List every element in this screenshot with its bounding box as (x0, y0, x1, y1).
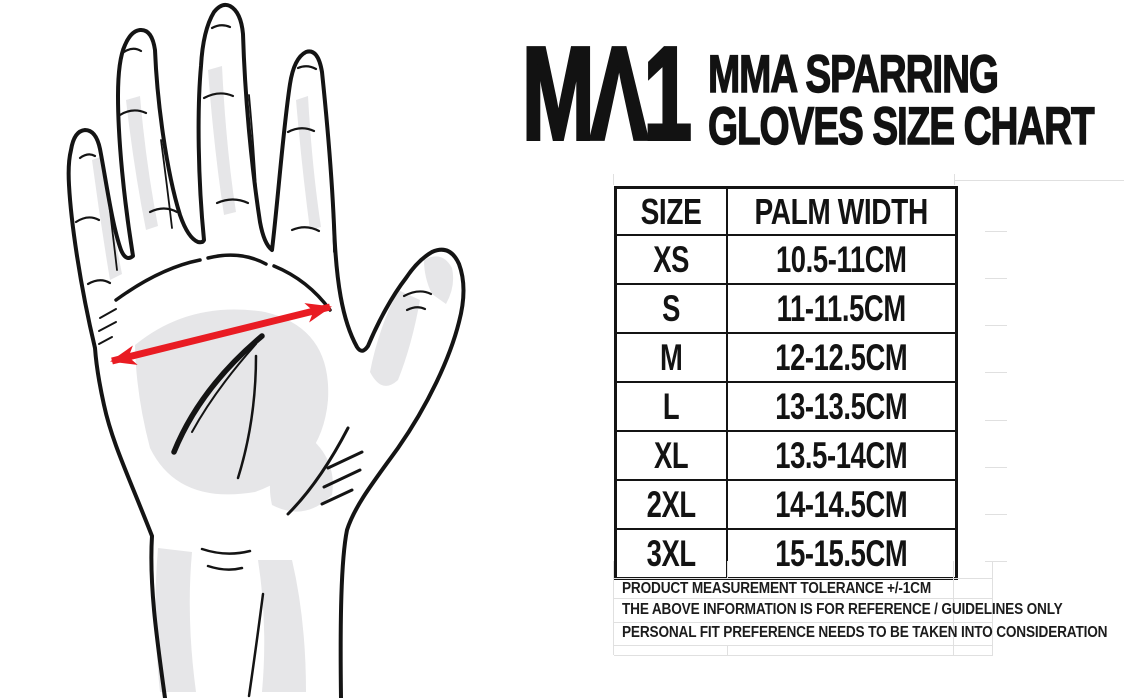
size-cell: L (614, 381, 728, 432)
table-header-row: SIZE PALM WIDTH (614, 186, 958, 236)
size-table-body: XS 10.5-11CM S 11-11.5CM M 12-12.5CM (614, 234, 958, 580)
palm-width-cell: 10.5-11CM (725, 234, 958, 285)
palm-width-cell: 11-11.5CM (725, 283, 958, 334)
palm-width-cell-text: 14-14.5CM (775, 483, 908, 525)
table-row: M 12-12.5CM (614, 332, 958, 383)
note-reference: THE ABOVE INFORMATION IS FOR REFERENCE /… (622, 601, 1063, 618)
size-cell: XL (614, 430, 728, 481)
table-row: 3XL 15-15.5CM (614, 528, 958, 580)
size-cell-text: M (660, 336, 683, 378)
hand-outline (66, 2, 466, 698)
size-cell-text: XS (653, 238, 690, 280)
table-row: S 11-11.5CM (614, 283, 958, 334)
brand-logo: MΛ1 (521, 20, 772, 167)
palm-width-cell-text: 11-11.5CM (776, 287, 906, 329)
palm-width-cell: 14-14.5CM (725, 479, 958, 530)
palm-width-cell-text: 15-15.5CM (775, 532, 908, 574)
note-personal-fit: PERSONAL FIT PREFERENCE NEEDS TO BE TAKE… (622, 624, 1108, 641)
palm-width-cell-text: 13.5-14CM (775, 434, 908, 476)
palm-width-cell-text: 13-13.5CM (775, 385, 908, 427)
size-column-header: SIZE (614, 186, 728, 236)
hand-illustration (66, 2, 466, 698)
table-row: XS 10.5-11CM (614, 234, 958, 285)
palm-width-cell-text: 10.5-11CM (775, 238, 907, 280)
size-chart-table: SIZE PALM WIDTH XS 10.5-11CM S (614, 186, 958, 580)
size-cell: 2XL (614, 479, 728, 530)
table-row: XL 13.5-14CM (614, 430, 958, 481)
size-cell: M (614, 332, 728, 383)
size-cell-text: 2XL (646, 483, 696, 525)
brand-logo-text: MΛ1 (521, 20, 694, 167)
size-cell: S (614, 283, 728, 334)
table-row: L 13-13.5CM (614, 381, 958, 432)
table-row: 2XL 14-14.5CM (614, 479, 958, 530)
palm-width-cell: 15-15.5CM (725, 528, 958, 580)
size-cell: XS (614, 234, 728, 285)
palm-width-cell: 13.5-14CM (725, 430, 958, 481)
page-title-line2: GLOVES SIZE CHART (707, 97, 1095, 156)
palm-width-cell: 12-12.5CM (725, 332, 958, 383)
size-cell-text: 3XL (646, 532, 696, 574)
note-tolerance: PRODUCT MEASUREMENT TOLERANCE +/-1CM (622, 580, 932, 597)
page-title: MMA SPARRING GLOVES SIZE CHART (707, 45, 1124, 156)
page-title-line1: MMA SPARRING (707, 45, 999, 104)
size-cell-text: XL (654, 434, 689, 476)
footer-notes: PRODUCT MEASUREMENT TOLERANCE +/-1CM THE… (598, 561, 1108, 657)
palm-width-cell: 13-13.5CM (725, 381, 958, 432)
size-cell-text: L (663, 385, 680, 427)
palm-width-cell-text: 12-12.5CM (775, 336, 908, 378)
size-cell-text: S (662, 287, 681, 329)
size-cell: 3XL (614, 528, 728, 580)
palm-width-column-header: PALM WIDTH (725, 186, 958, 236)
palm-width-arrow (110, 303, 332, 365)
